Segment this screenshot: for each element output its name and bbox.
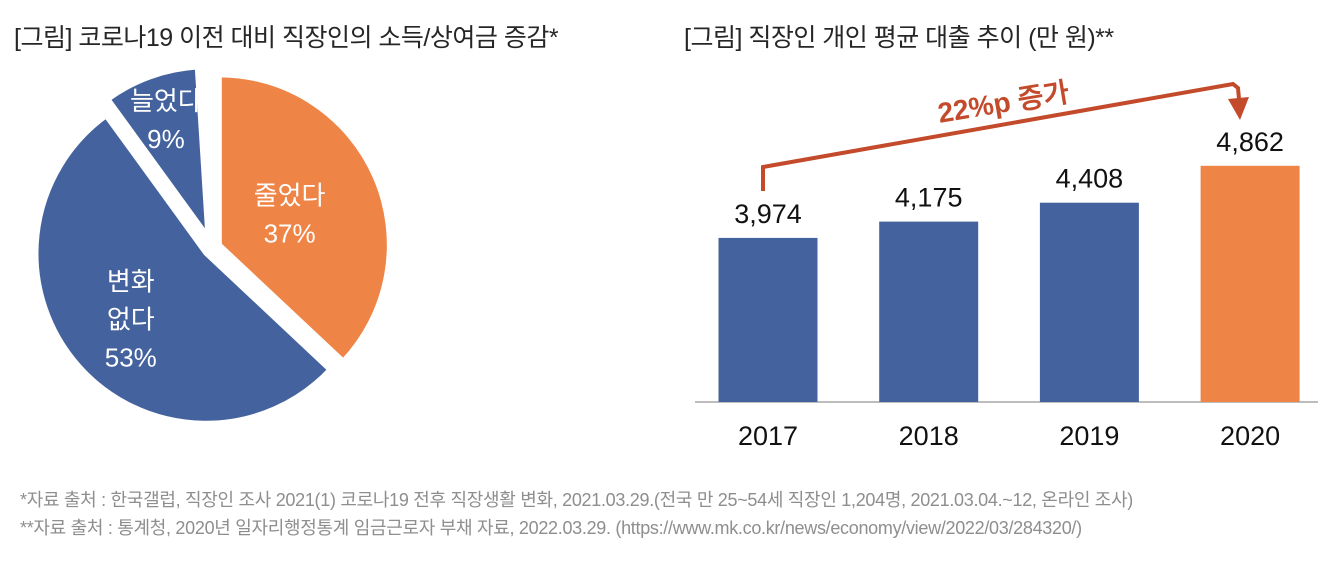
- bar-value-label: 4,408: [1056, 164, 1124, 194]
- pie-slice-label: 늘었다: [130, 86, 202, 116]
- increase-arrow: [761, 81, 1241, 191]
- source-note-2: **자료 출처 : 통계청, 2020년 일자리행정통계 임금근로자 부채 자료…: [20, 518, 1082, 538]
- pie-slice-변화 없다: [33, 112, 334, 426]
- bar-value-label: 4,175: [895, 183, 963, 213]
- x-axis-tick-label: 2019: [1059, 421, 1119, 451]
- x-axis-tick-label: 2020: [1220, 421, 1280, 451]
- source-notes: *자료 출처 : 한국갤럽, 직장인 조사 2021(1) 코로나19 전후 직…: [20, 486, 1133, 542]
- pie-slice-줄었다: [216, 72, 392, 365]
- source-note-1: *자료 출처 : 한국갤럽, 직장인 조사 2021(1) 코로나19 전후 직…: [20, 490, 1134, 510]
- bar-chart: 3,974 2017 4,175 2018 4,408 2019 4,862 2020 22%p…: [695, 76, 1318, 451]
- pie-slice-label: 37%: [264, 218, 316, 248]
- bar-2018: [879, 221, 979, 402]
- pie-chart-title: [그림] 코로나19 이전 대비 직장인의 소득/상여금 증감*: [14, 24, 559, 52]
- pie-slice-label: 줄었다: [254, 180, 326, 210]
- pie-slice-늘었다: [104, 64, 211, 246]
- bar-chart-title: [그림] 직장인 개인 평균 대출 추이 (만 원)**: [684, 24, 1114, 52]
- bar-value-label: 3,974: [734, 199, 802, 229]
- x-axis-tick-label: 2017: [738, 421, 798, 451]
- increase-annotation: 22%p 증가: [936, 76, 1072, 128]
- pie-slice-label: 53%: [105, 343, 157, 373]
- pie-slice-label: 9%: [147, 124, 185, 154]
- pie-slice-label: 변화: [107, 267, 155, 297]
- bar-2017: [718, 237, 818, 402]
- bar-value-label: 4,862: [1216, 127, 1284, 157]
- bar-2020: [1200, 165, 1300, 402]
- x-axis-tick-label: 2018: [899, 421, 959, 451]
- pie-slice-label: 없다: [107, 305, 155, 335]
- bar-2019: [1039, 202, 1139, 402]
- arrow-head-icon: [1228, 97, 1249, 120]
